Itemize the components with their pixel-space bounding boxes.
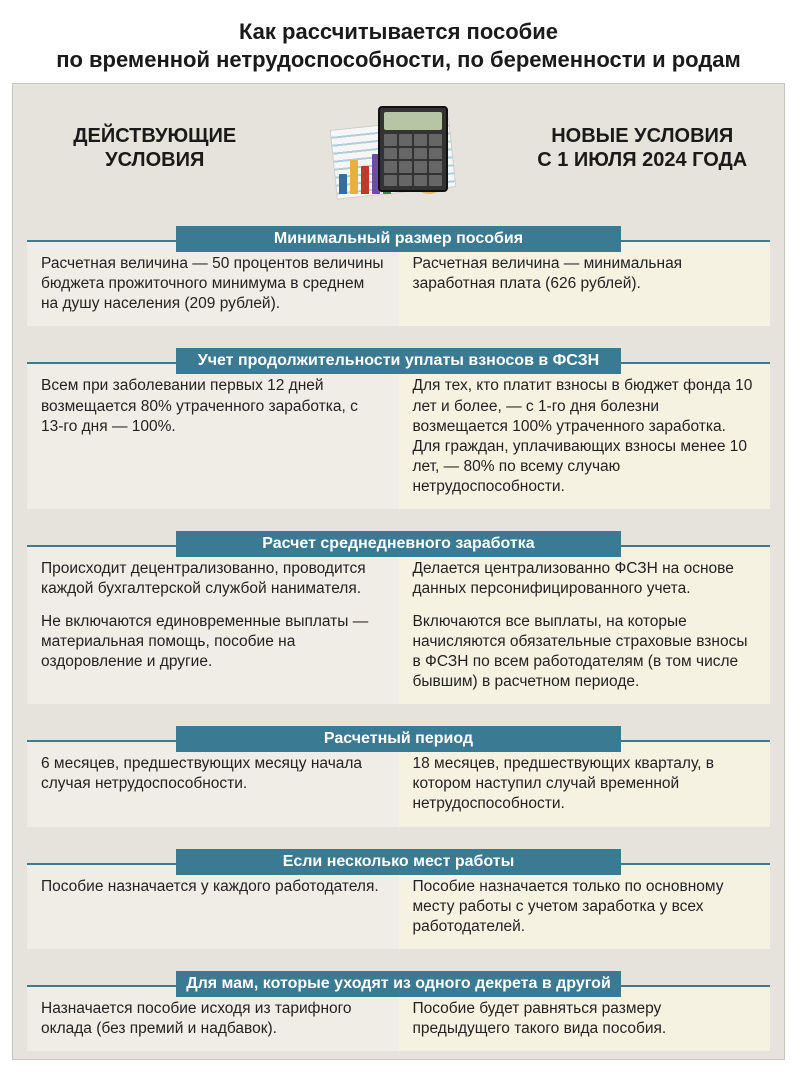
column-new: Расчетная величина — минимальная заработ… xyxy=(399,242,771,326)
paragraph: Пособие будет равняться размеру предыдущ… xyxy=(413,999,757,1039)
column-new: Для тех, кто платит взносы в бюджет фонд… xyxy=(399,364,771,509)
paragraph: Расчетная величина — минимальная заработ… xyxy=(413,254,757,294)
column-new: 18 месяцев, предшествующих кварталу, в к… xyxy=(399,742,771,826)
paragraph: Расчетная величина — 50 процентов величи… xyxy=(41,254,385,314)
column-current: Пособие назначается у каждого работодате… xyxy=(27,865,399,949)
section-body: Расчетная величина — 50 процентов величи… xyxy=(27,240,770,326)
section-header: Если несколько мест работы xyxy=(176,849,622,875)
paragraph: Не включаются единовременные выплаты — м… xyxy=(41,612,385,672)
paragraph: Всем при заболевании первых 12 дней возм… xyxy=(41,376,385,436)
section: Минимальный размер пособияРасчетная вели… xyxy=(27,214,770,326)
column-new: Делается централизованно ФСЗН на основе … xyxy=(399,547,771,704)
paragraph: Пособие назначается только по основному … xyxy=(413,877,757,937)
calculator-screen xyxy=(384,112,442,130)
section-body: Пособие назначается у каждого работодате… xyxy=(27,863,770,949)
header-current-conditions: ДЕЙСТВУЮЩИЕ УСЛОВИЯ xyxy=(41,124,329,172)
paragraph: Делается централизованно ФСЗН на основе … xyxy=(413,559,757,599)
column-current: Происходит децентрализованно, проводится… xyxy=(27,547,399,704)
paragraph: Включаются все выплаты, на которые начис… xyxy=(413,612,757,693)
comparison-panel: ДЕЙСТВУЮЩИЕ УСЛОВИЯ xyxy=(12,83,785,1060)
column-headers: ДЕЙСТВУЮЩИЕ УСЛОВИЯ xyxy=(13,84,784,204)
section: Если несколько мест работыПособие назнач… xyxy=(27,837,770,949)
section-body: Происходит децентрализованно, проводится… xyxy=(27,545,770,704)
sections-container: Минимальный размер пособияРасчетная вели… xyxy=(13,214,784,1051)
header-graphic xyxy=(329,98,469,198)
title-line-2: по временной нетрудоспособности, по бере… xyxy=(56,47,741,72)
header-new-conditions: НОВЫЕ УСЛОВИЯ С 1 ИЮЛЯ 2024 ГОДА xyxy=(469,124,757,172)
section-header: Расчетный период xyxy=(176,726,622,752)
column-current: Всем при заболевании первых 12 дней возм… xyxy=(27,364,399,509)
paragraph: Для тех, кто платит взносы в бюджет фонд… xyxy=(413,376,757,497)
section: Расчетный период6 месяцев, предшествующи… xyxy=(27,714,770,826)
section: Для мам, которые уходят из одного декрет… xyxy=(27,959,770,1051)
paragraph: 6 месяцев, предшествующих месяцу начала … xyxy=(41,754,385,794)
column-current: 6 месяцев, предшествующих месяцу начала … xyxy=(27,742,399,826)
column-current: Расчетная величина — 50 процентов величи… xyxy=(27,242,399,326)
section-header: Для мам, которые уходят из одного декрет… xyxy=(176,971,622,997)
section: Учет продолжительности уплаты взносов в … xyxy=(27,336,770,509)
section-header: Расчет среднедневного заработка xyxy=(176,531,622,557)
section-header: Учет продолжительности уплаты взносов в … xyxy=(176,348,622,374)
paragraph: Происходит децентрализованно, проводится… xyxy=(41,559,385,599)
column-new: Пособие назначается только по основному … xyxy=(399,865,771,949)
paragraph: Пособие назначается у каждого работодате… xyxy=(41,877,385,897)
section-header: Минимальный размер пособия xyxy=(176,226,622,252)
paragraph: Назначается пособие исходя из тарифного … xyxy=(41,999,385,1039)
page: Как рассчитывается пособие по временной … xyxy=(0,0,797,1072)
section: Расчет среднедневного заработкаПроисходи… xyxy=(27,519,770,704)
calculator-icon xyxy=(378,106,448,192)
section-body: 6 месяцев, предшествующих месяцу начала … xyxy=(27,740,770,826)
section-body: Всем при заболевании первых 12 дней возм… xyxy=(27,362,770,509)
calculator-keys xyxy=(384,134,442,186)
title-line-1: Как рассчитывается пособие xyxy=(239,19,558,44)
paragraph: 18 месяцев, предшествующих кварталу, в к… xyxy=(413,754,757,814)
page-title: Как рассчитывается пособие по временной … xyxy=(12,18,785,73)
